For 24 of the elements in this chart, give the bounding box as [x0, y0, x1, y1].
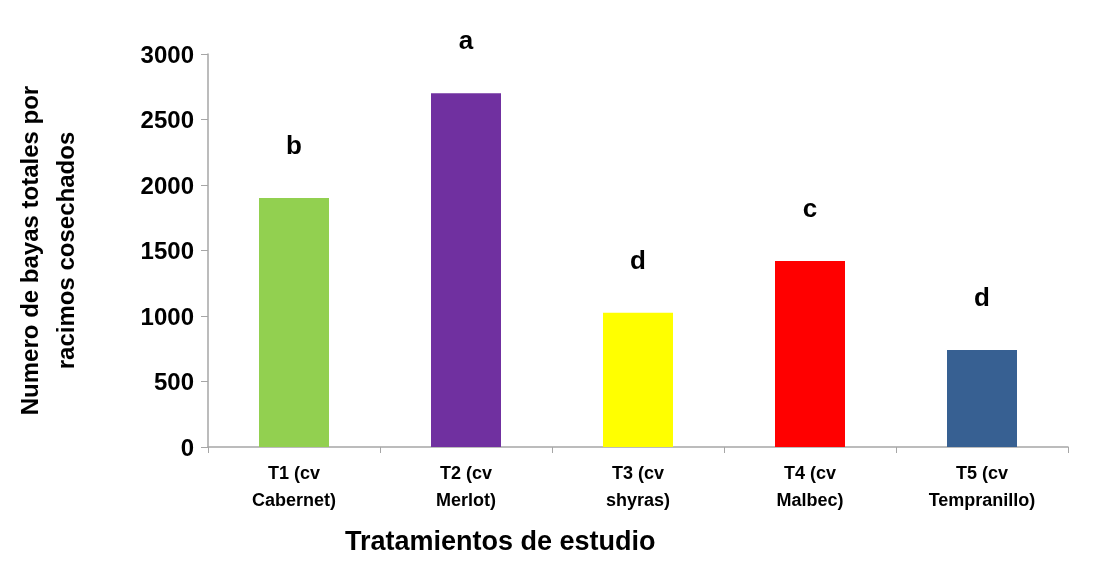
y-axis-title: Numero de bayas totales por racimos cosechados [15, 85, 79, 416]
y-tick-label: 3000 [140, 40, 194, 68]
y-tick-label: 0 [180, 433, 194, 461]
y-tick-label: 1000 [140, 302, 194, 330]
annotation: c [802, 192, 818, 223]
x-axis-title: Tratamientos de estudio [345, 525, 656, 556]
annotation: d [974, 282, 990, 313]
x-tick-label: T5 (cv Tempranillo) [928, 462, 1036, 510]
bar [603, 312, 673, 447]
y-tick-label: 2500 [140, 106, 194, 133]
bar [431, 93, 501, 447]
bar [947, 350, 1017, 447]
y-tick-label: 2000 [140, 171, 194, 199]
x-tick-label: T4 (cv Malbec) [776, 462, 844, 510]
annotation: b [286, 130, 302, 161]
x-tick-label: T3 (cv shyras) [605, 462, 671, 510]
x-tick-label: T2 (cv Merlot) [436, 462, 496, 510]
bar [775, 260, 845, 447]
x-tick-label: T1 (cv Cabernet) [251, 462, 337, 510]
bar [259, 198, 329, 447]
y-tick-label: 500 [153, 368, 194, 395]
y-tick-label: 1500 [140, 237, 194, 264]
annotation: a [458, 25, 474, 56]
annotation: d [630, 244, 646, 275]
